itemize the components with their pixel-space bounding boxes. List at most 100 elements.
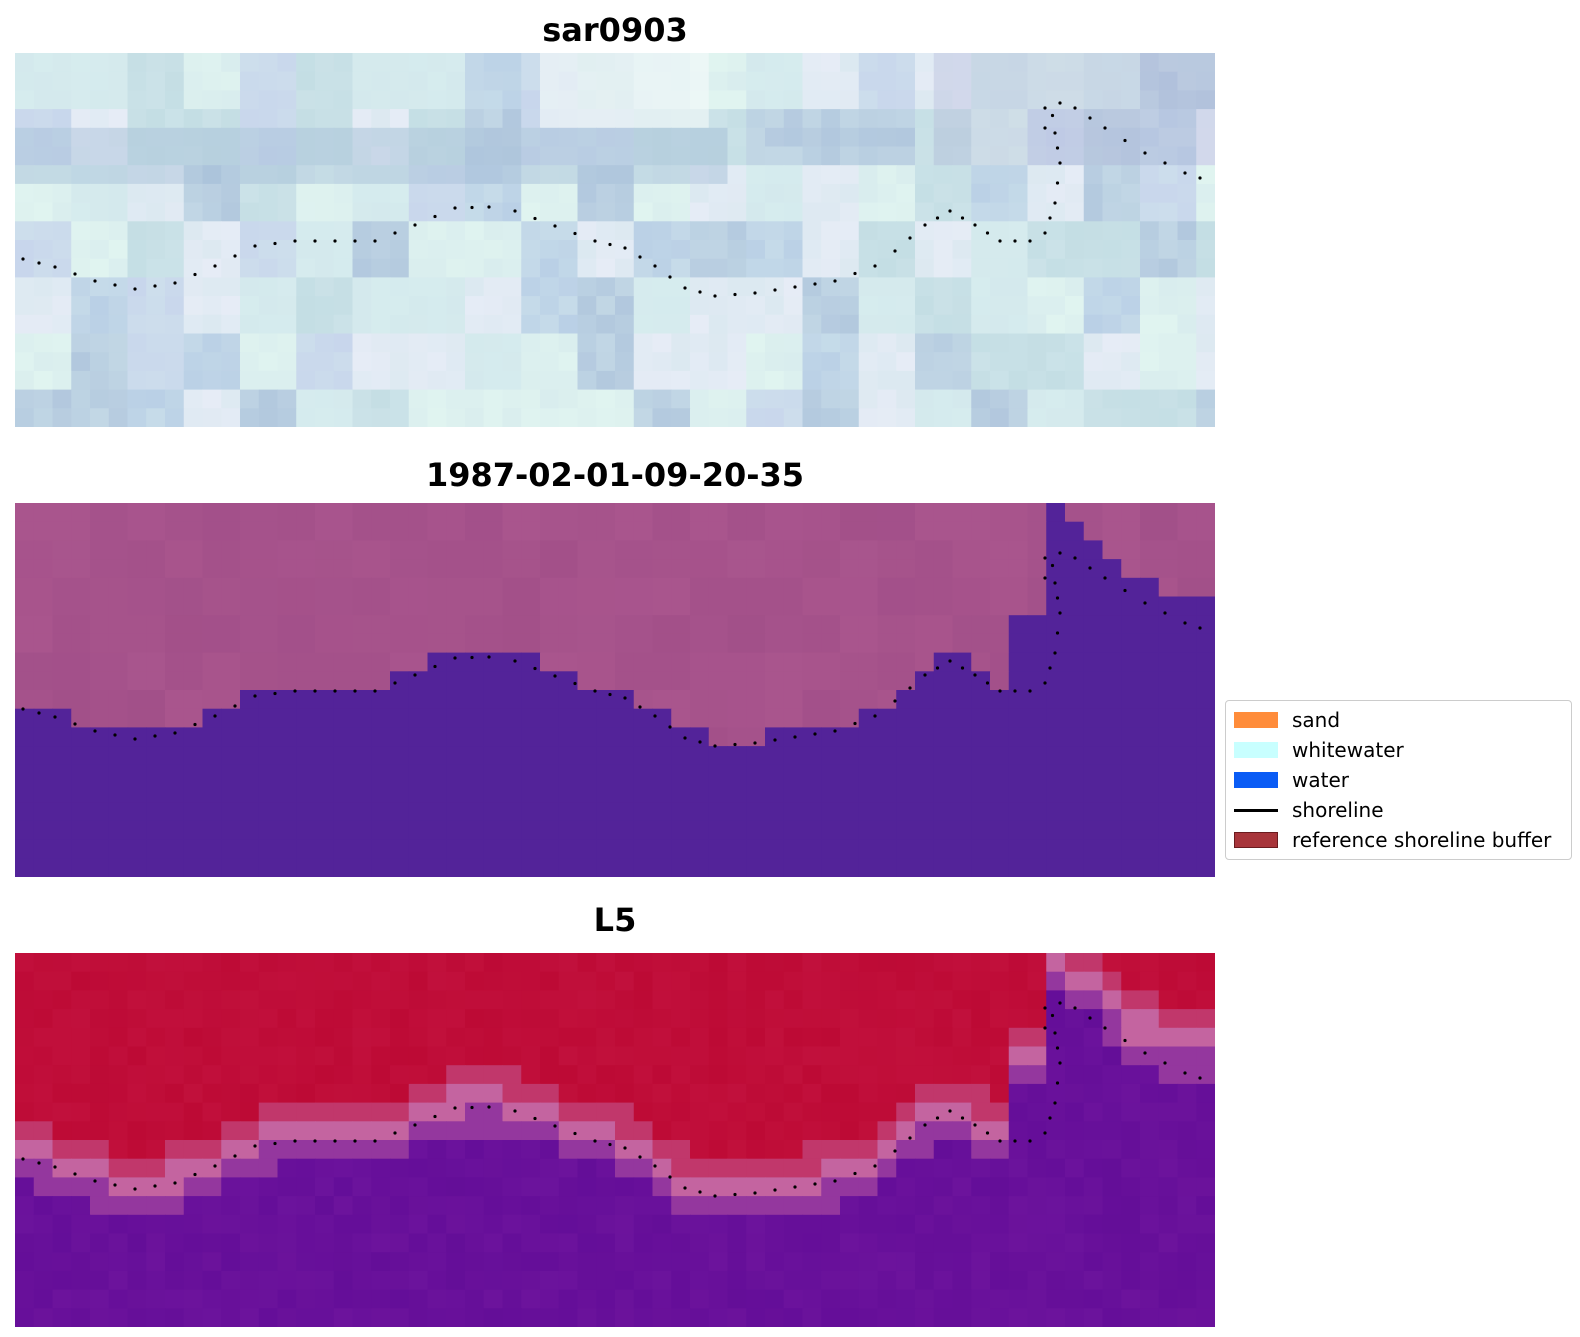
pixel <box>858 577 879 598</box>
pixel <box>633 127 654 148</box>
pixel <box>465 1065 485 1085</box>
pixel <box>615 690 635 710</box>
pixel <box>1158 109 1179 129</box>
pixel <box>783 953 804 973</box>
pixel <box>1065 127 1085 148</box>
pixel <box>427 109 447 129</box>
pixel <box>615 820 635 841</box>
pixel <box>202 783 222 803</box>
pixel <box>483 1308 504 1327</box>
pixel <box>765 1177 785 1197</box>
pixel <box>1046 1009 1066 1029</box>
shoreline-dot <box>1143 151 1147 155</box>
pixel <box>1158 333 1179 353</box>
pixel <box>1140 1177 1160 1197</box>
pixel <box>1158 540 1179 560</box>
pixel <box>1102 202 1122 222</box>
pixel <box>633 1009 654 1029</box>
pixel <box>183 671 204 691</box>
pixel <box>333 1102 354 1122</box>
pixel <box>258 240 279 260</box>
pixel <box>1008 1065 1029 1085</box>
pixel <box>727 1009 747 1029</box>
pixel <box>427 596 447 616</box>
pixel <box>690 727 710 747</box>
pixel <box>577 314 597 335</box>
pixel <box>802 577 822 598</box>
pixel <box>727 521 747 541</box>
pixel <box>1046 633 1066 654</box>
pixel <box>690 109 710 129</box>
pixel <box>877 1252 897 1272</box>
pixel <box>146 258 166 278</box>
pixel <box>1158 521 1179 541</box>
pixel <box>896 727 916 747</box>
pixel <box>708 990 729 1010</box>
pixel <box>371 746 391 766</box>
pixel <box>408 858 429 877</box>
pixel <box>465 1009 485 1029</box>
pixel <box>858 296 879 316</box>
pixel <box>221 221 241 241</box>
pixel <box>221 615 241 635</box>
pixel <box>765 408 785 427</box>
pixel <box>108 1027 129 1048</box>
pixel <box>240 1233 260 1253</box>
pixel <box>652 258 672 278</box>
pixel <box>971 746 991 766</box>
pixel <box>427 802 447 822</box>
pixel <box>52 370 72 391</box>
pixel <box>671 1196 691 1216</box>
pixel <box>896 1065 916 1085</box>
pixel <box>521 1289 541 1309</box>
shoreline-dot <box>353 239 357 243</box>
pixel <box>352 127 372 148</box>
pixel <box>990 1214 1010 1235</box>
pixel <box>446 746 466 766</box>
pixel <box>915 165 935 185</box>
pixel <box>633 783 654 803</box>
pixel <box>277 1046 297 1066</box>
pixel <box>690 1065 710 1085</box>
pixel <box>1196 971 1215 991</box>
pixel <box>577 690 597 710</box>
pixel <box>146 652 166 672</box>
pixel <box>183 820 204 841</box>
pixel <box>577 1121 597 1141</box>
pixel <box>483 559 504 579</box>
pixel <box>577 990 597 1010</box>
pixel <box>558 1177 579 1197</box>
pixel <box>446 858 466 877</box>
pixel <box>915 296 935 316</box>
pixel <box>221 109 241 129</box>
pixel <box>727 858 747 877</box>
pixel <box>1046 727 1066 747</box>
pixel <box>146 839 166 859</box>
pixel <box>633 764 654 785</box>
pixel <box>558 596 579 616</box>
pixel <box>633 90 654 110</box>
pixel <box>390 615 410 635</box>
pixel <box>408 1009 429 1029</box>
pixel <box>221 1009 241 1029</box>
pixel <box>1102 183 1122 204</box>
pixel <box>540 1009 560 1029</box>
pixel <box>465 1233 485 1253</box>
pixel <box>371 352 391 372</box>
pixel <box>352 708 372 728</box>
pixel <box>90 783 110 803</box>
pixel <box>502 1121 522 1141</box>
pixel <box>146 296 166 316</box>
pixel <box>783 165 804 185</box>
pixel <box>1083 1177 1104 1197</box>
shoreline-dot <box>213 264 217 268</box>
pixel <box>990 1046 1010 1066</box>
pixel <box>1065 165 1085 185</box>
pixel <box>71 764 91 785</box>
shoreline-dot <box>1053 131 1057 135</box>
pixel <box>1102 146 1122 166</box>
pixel <box>408 820 429 841</box>
shoreline-dot <box>93 1179 97 1183</box>
shoreline-dot <box>985 1131 990 1135</box>
pixel <box>33 577 54 598</box>
